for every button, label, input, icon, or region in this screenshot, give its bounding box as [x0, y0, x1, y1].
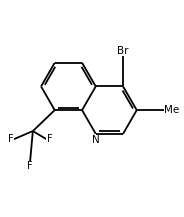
Text: N: N: [92, 135, 100, 145]
Text: F: F: [8, 134, 14, 144]
Text: Br: Br: [117, 46, 129, 56]
Text: F: F: [27, 161, 33, 171]
Text: Me: Me: [164, 105, 179, 115]
Text: F: F: [47, 134, 52, 144]
